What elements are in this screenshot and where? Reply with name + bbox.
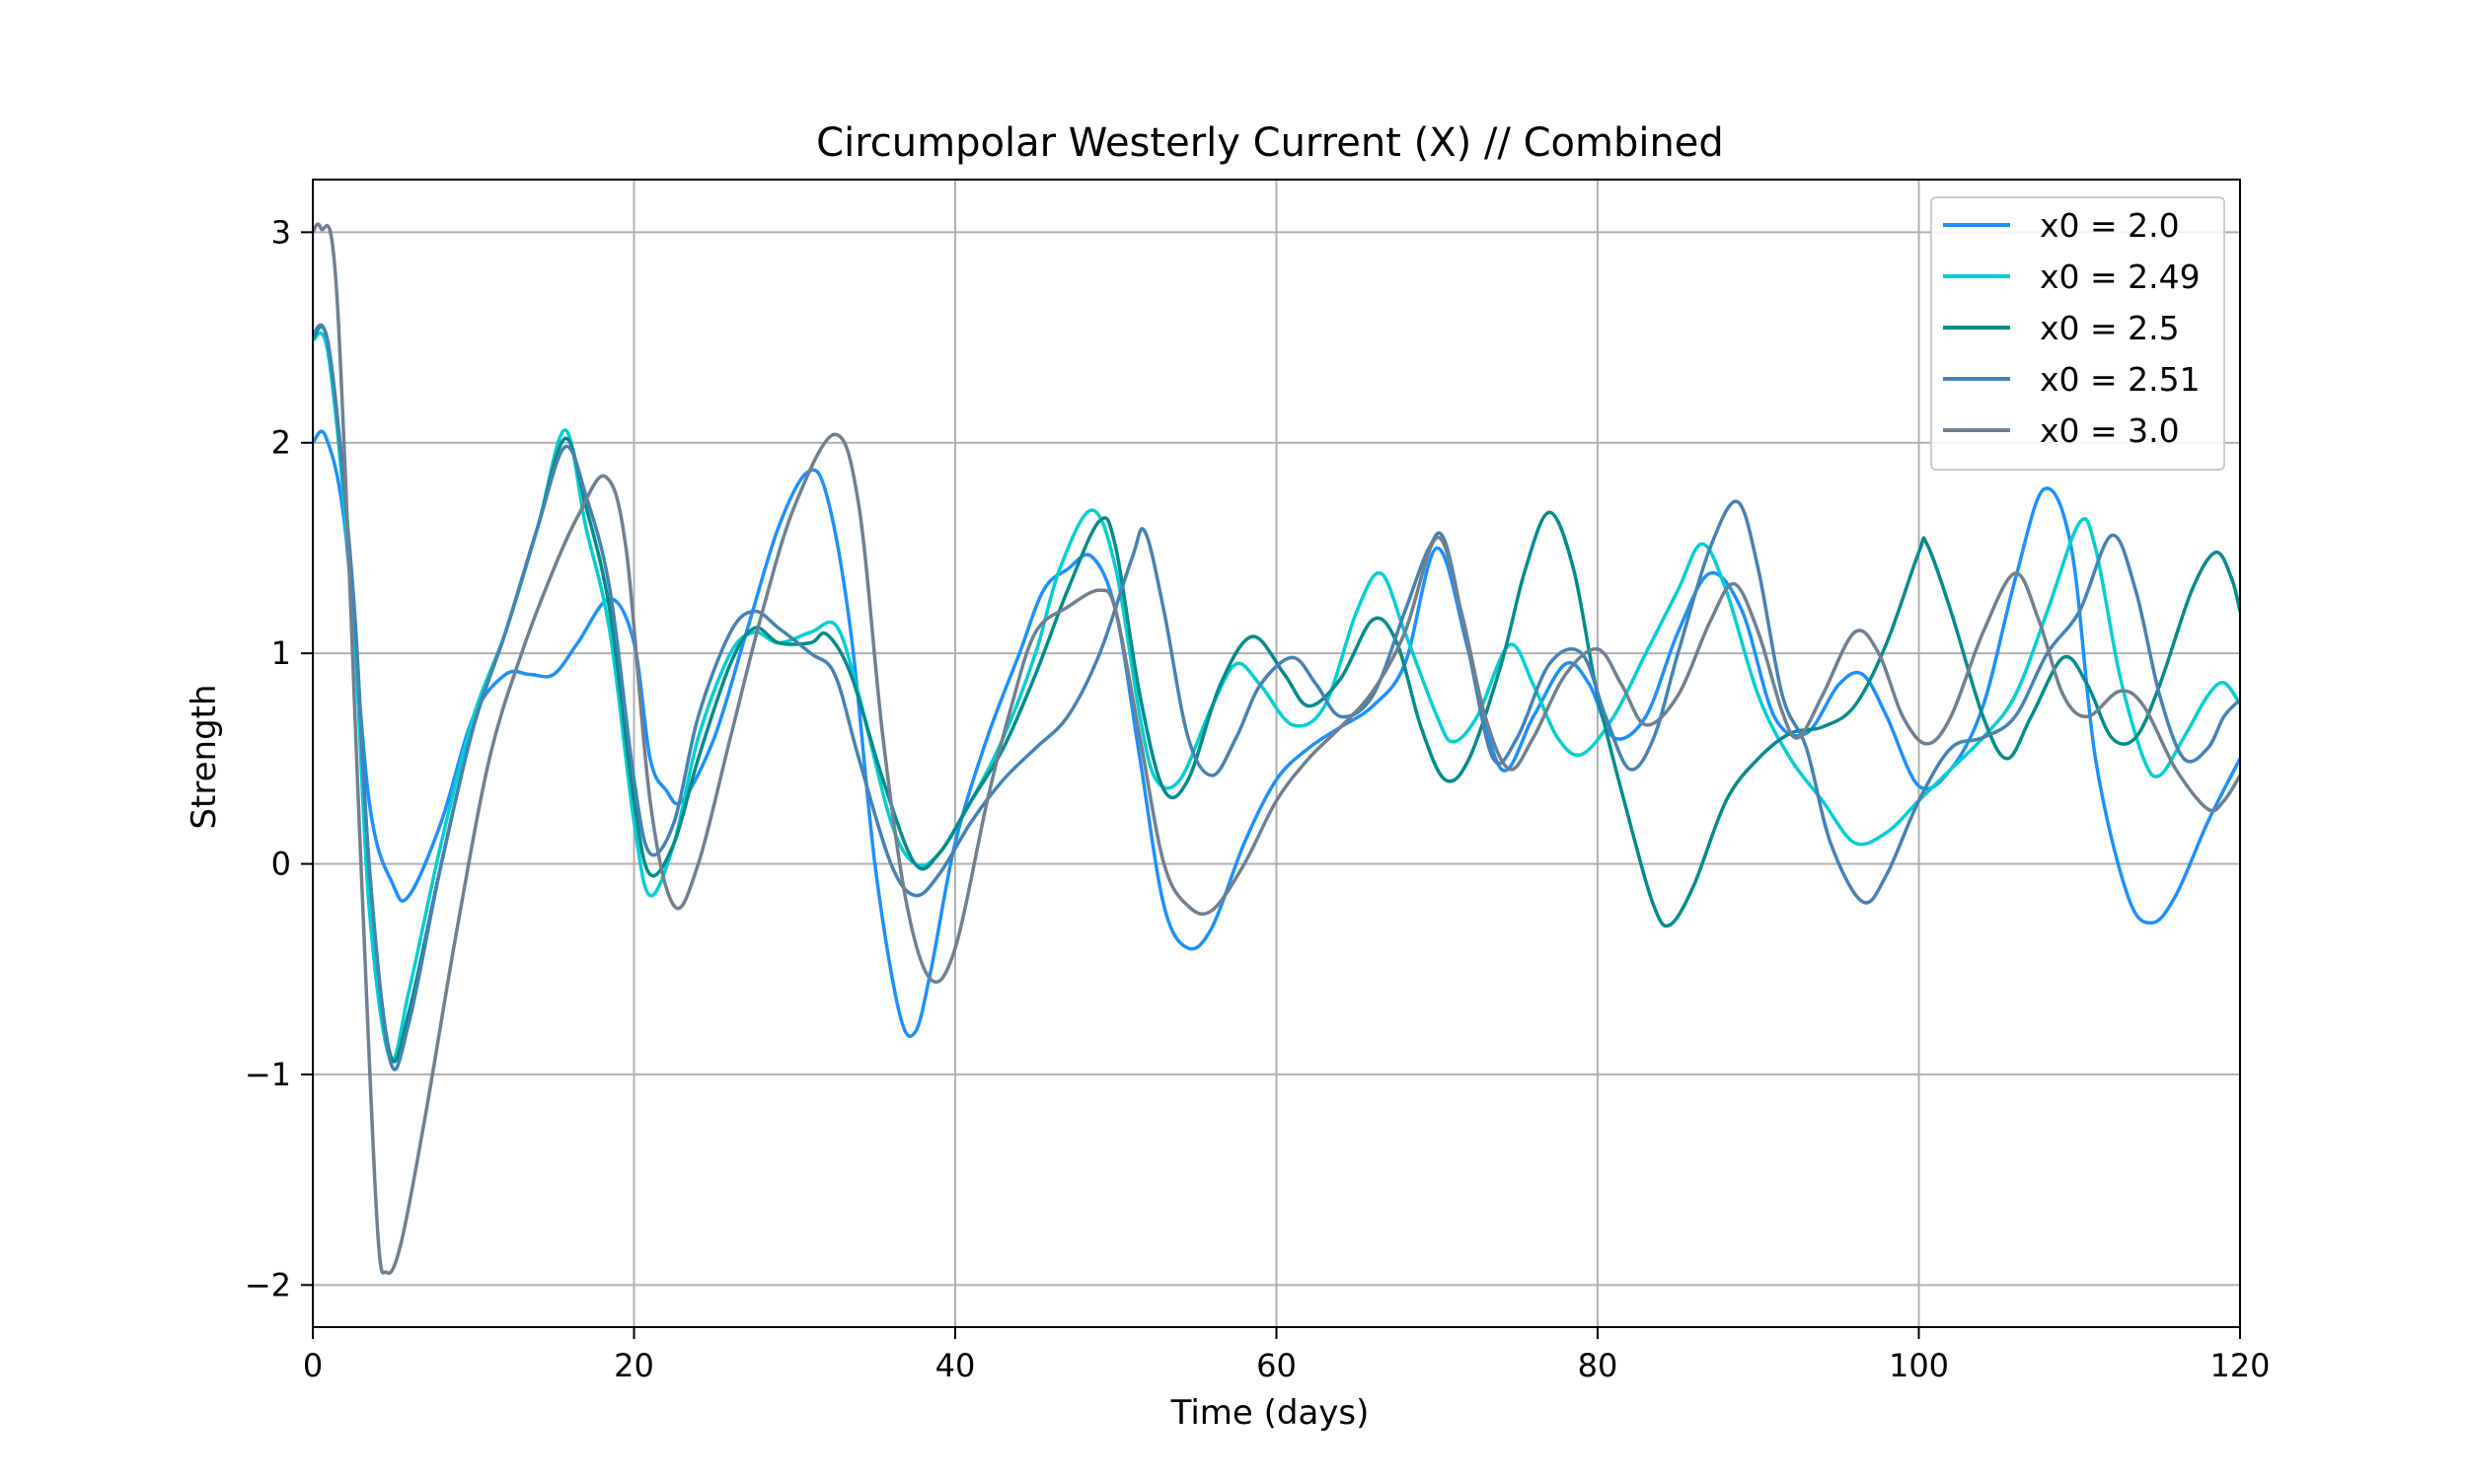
y-tick-label: 1 [271,634,291,672]
series-line-5 [313,222,2240,1276]
grid-lines [312,180,2241,1327]
x-tick-label: 120 [2209,1347,2270,1384]
legend: x0 = 2.0 x0 = 2.49 x0 = 2.5 x0 = 2.51 x0 = 3… [1930,196,2225,471]
legend-label: x0 = 2.0 [2040,206,2180,245]
y-tick-label: 3 [271,213,291,251]
y-tick-label: −1 [245,1056,291,1093]
series-line-3 [313,325,2240,1064]
y-tick-label: 2 [271,424,291,462]
x-axis-ticks: 0 20 40 60 80 100 120 [303,1327,2271,1384]
legend-label: x0 = 2.49 [2040,258,2201,296]
legend-label: x0 = 2.5 [2040,309,2180,347]
x-tick-label: 60 [1256,1347,1297,1384]
x-tick-label: 0 [303,1347,323,1384]
legend-box [1930,196,2225,471]
x-axis-label: Time (days) [1170,1393,1370,1433]
chart-title: Circumpolar Westerly Current (X) // Comb… [816,120,1724,166]
y-axis-ticks: −2 −1 0 1 2 3 [245,213,313,1303]
legend-label: x0 = 2.51 [2040,360,2201,399]
x-tick-label: 80 [1578,1347,1618,1384]
x-tick-label: 100 [1889,1347,1949,1384]
legend-label: x0 = 3.0 [2040,411,2180,450]
y-axis-label: Strength [185,684,224,829]
y-tick-label: −2 [245,1266,291,1303]
y-tick-label: 0 [271,846,291,883]
series-line-4 [313,323,2240,1072]
x-tick-label: 20 [614,1347,654,1384]
x-tick-label: 40 [935,1347,976,1384]
series-lines [313,222,2240,1276]
